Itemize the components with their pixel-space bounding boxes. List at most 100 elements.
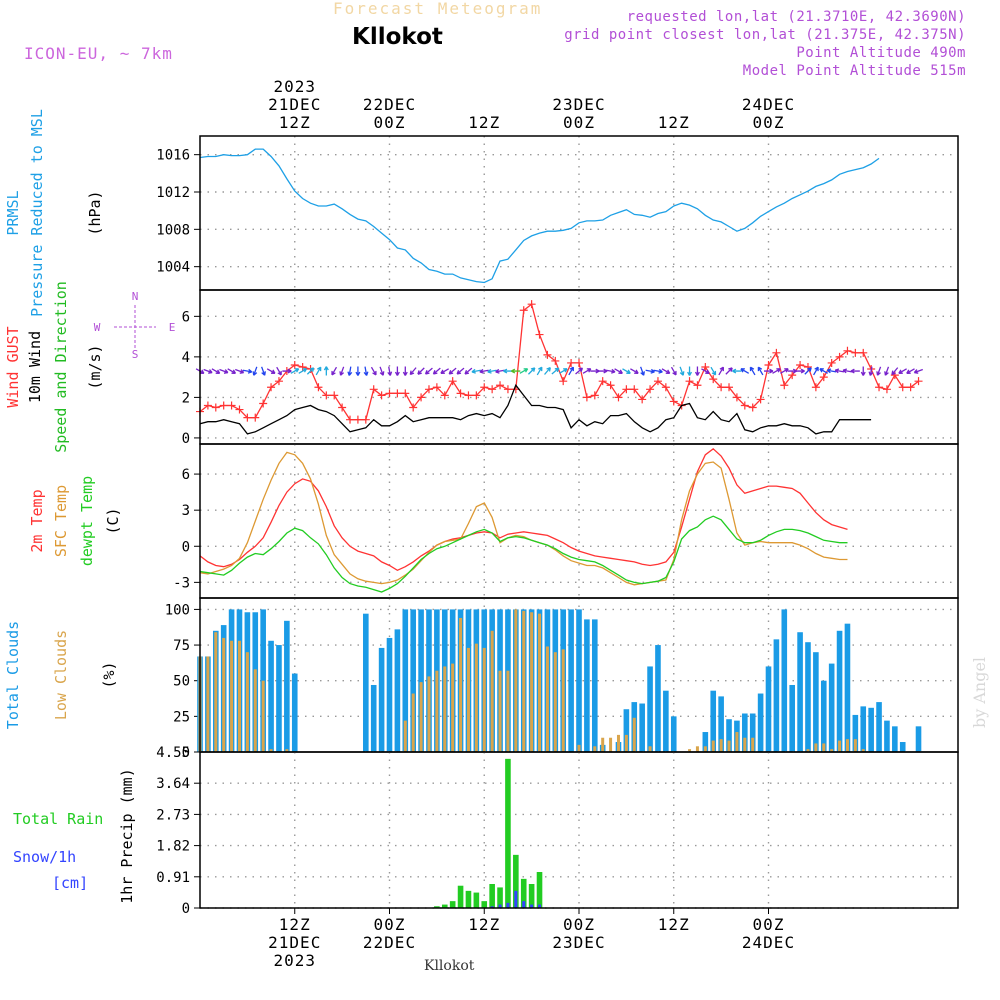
wind-arrow	[661, 368, 671, 374]
wind-arrow	[355, 366, 361, 376]
gust-marker	[330, 391, 339, 400]
wind-arrow	[764, 368, 774, 374]
wind-arrow	[551, 367, 560, 375]
bar	[443, 666, 447, 752]
bar	[609, 737, 613, 752]
bar	[466, 647, 470, 752]
wind-arrow	[242, 368, 253, 374]
wind-arrow	[884, 366, 890, 376]
gust-marker	[843, 346, 852, 355]
time-label-bottom: 24DEC	[742, 933, 795, 952]
y-tick-label: 50	[173, 674, 190, 690]
time-label-top: 00Z	[753, 113, 785, 132]
time-label-top: 2023	[273, 77, 316, 96]
gust-marker	[732, 393, 741, 402]
bar	[473, 892, 480, 908]
bar	[876, 702, 882, 752]
bar	[813, 652, 819, 752]
bar	[710, 690, 717, 752]
wind-arrow	[424, 367, 433, 375]
line	[199, 447, 848, 572]
wind-arrow	[834, 368, 845, 374]
bar	[884, 720, 890, 752]
wind-arrow	[315, 366, 322, 376]
bar	[530, 904, 534, 908]
wind-arrow	[282, 368, 292, 374]
bar	[506, 670, 510, 752]
gust-marker	[480, 383, 489, 392]
gust-marker	[614, 393, 623, 402]
axis-label: SFC Temp	[52, 485, 70, 557]
wind-arrow	[347, 366, 353, 376]
compass-lines	[114, 305, 156, 349]
gust-marker	[740, 401, 749, 410]
bar	[427, 676, 431, 752]
bar	[528, 884, 535, 908]
gust-marker	[496, 381, 505, 390]
gust-marker	[606, 381, 615, 390]
series-snow-1h	[490, 890, 542, 908]
wind-arrow	[860, 366, 866, 376]
gust-marker	[448, 377, 457, 386]
wind-arrow	[575, 367, 584, 375]
gust-marker	[748, 403, 757, 412]
bar	[632, 717, 636, 752]
bar	[726, 719, 732, 752]
wind-arrow	[694, 366, 700, 376]
series-wind-gust	[196, 300, 923, 424]
panel-pressure: 1004 1008 1012 1016 PRMSL Pressure Reduced to…	[4, 109, 959, 317]
bar	[718, 696, 724, 752]
wind-arrow	[417, 367, 425, 375]
bar	[805, 642, 811, 752]
bar	[497, 887, 503, 908]
axis-label: Pressure Reduced to MSL	[28, 109, 46, 317]
wind-arrow	[701, 368, 710, 374]
gust-marker	[567, 358, 576, 367]
panel-temp: -3 0 3 6 2m Temp SFC Temp dewpt Temp (C)	[28, 443, 959, 599]
gust-marker	[780, 381, 789, 390]
wind-arrow	[266, 368, 276, 374]
gust-marker	[385, 389, 394, 398]
gust-marker	[314, 383, 323, 392]
wind-arrow	[725, 367, 733, 375]
line	[199, 451, 848, 586]
gust-marker	[211, 403, 220, 412]
bar	[419, 682, 423, 752]
gust-marker	[598, 377, 607, 386]
gust-marker	[835, 352, 844, 361]
axis-label: 2m Temp	[28, 489, 46, 552]
y-tick-label: 1016	[156, 148, 190, 164]
bar	[702, 732, 709, 752]
time-label-bottom: 00Z	[374, 915, 406, 934]
wind-arrow	[503, 368, 513, 374]
bar	[514, 609, 518, 752]
bar	[577, 744, 581, 752]
bar	[490, 630, 494, 752]
bar	[284, 620, 290, 752]
bar	[536, 872, 543, 908]
bar	[830, 749, 834, 752]
y-tick-label: 0	[182, 431, 190, 447]
wind-arrow	[606, 368, 616, 374]
wind-arrow	[749, 366, 756, 376]
wind-arrow	[670, 366, 677, 376]
gust-marker	[906, 383, 915, 392]
bar	[561, 649, 565, 752]
bar	[490, 906, 494, 908]
bar	[797, 632, 803, 752]
bar	[481, 901, 488, 908]
gust-marker	[353, 415, 362, 424]
bar	[222, 637, 226, 752]
y-tick-label: 100	[165, 602, 190, 618]
watermark: by Angel	[970, 656, 989, 728]
gust-marker	[456, 389, 465, 398]
wind-arrow	[772, 368, 781, 374]
bar	[514, 890, 518, 908]
gust-marker	[464, 391, 473, 400]
gust-marker	[811, 383, 820, 392]
gust-marker	[361, 415, 370, 424]
y-tick-label: 0.91	[156, 870, 190, 886]
bar	[576, 609, 582, 752]
bar	[482, 647, 486, 752]
bar	[418, 609, 424, 752]
